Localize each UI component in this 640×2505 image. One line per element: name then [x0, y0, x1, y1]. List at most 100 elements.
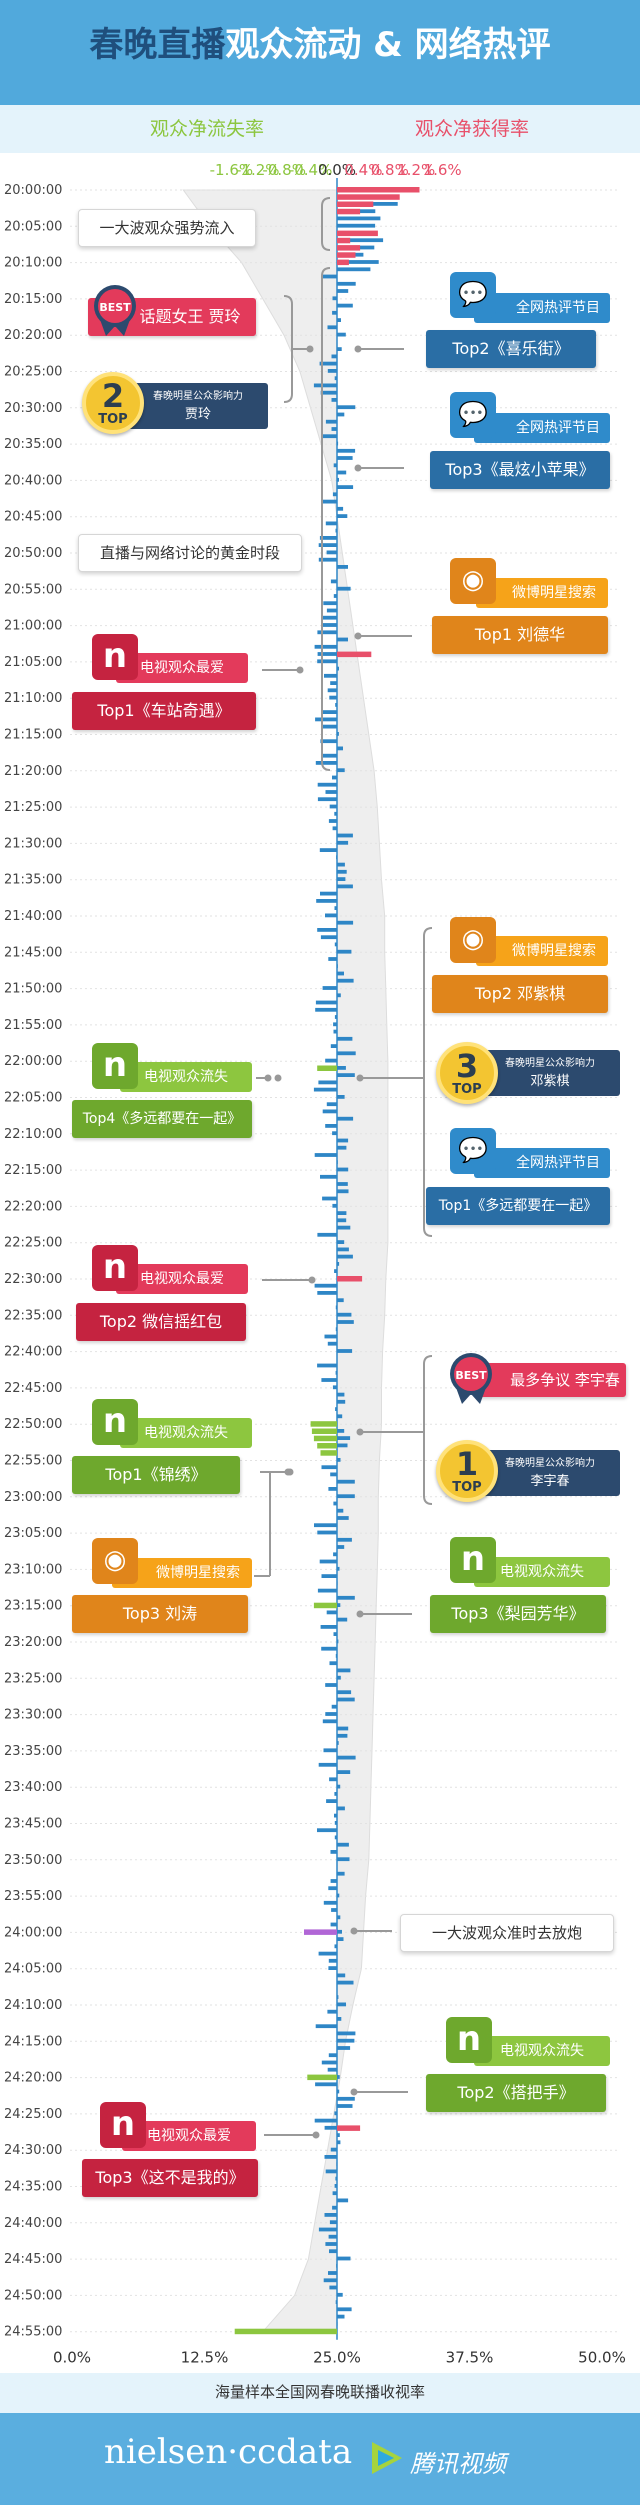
rating-change-bar	[329, 1661, 337, 1666]
flow-tick-label: -1.2%	[236, 161, 280, 179]
flow-tick-label: 0.0%	[318, 161, 356, 179]
rating-change-bar	[314, 644, 337, 649]
rating-change-bar	[337, 2198, 349, 2203]
rating-change-bar	[332, 826, 337, 831]
rating-change-bar	[315, 717, 337, 722]
rating-change-bar	[316, 899, 337, 903]
time-label: 20:25:00	[4, 365, 62, 380]
rating-change-bar	[334, 1792, 337, 1796]
rating-change-bar	[325, 1124, 337, 1128]
rating-change-bar	[337, 1458, 341, 1462]
flow-axis-group: -1.6%-1.2%-0.8%-0.4%0.0%0.4%0.8%1.2%1.6%	[210, 161, 462, 179]
bracket-liyuchun	[423, 1355, 433, 1505]
rating-change-bar	[337, 2031, 356, 2036]
rating-change-bar	[337, 1726, 349, 1731]
gain-bar	[337, 1276, 363, 1282]
time-label: 20:55:00	[4, 582, 62, 597]
rating-change-bar	[323, 1748, 337, 1753]
bracket-golden	[321, 267, 331, 771]
rating-change-bar	[337, 2292, 343, 2297]
rating-change-bar	[337, 637, 348, 642]
rating-change-bar	[337, 1516, 349, 1520]
top2-star-name: 贾玲	[184, 407, 211, 422]
rating-change-bar	[334, 2111, 337, 2116]
tv-n-icon: n	[92, 1043, 138, 1089]
rating-change-bar	[337, 412, 345, 417]
time-label: 22:15:00	[4, 1163, 62, 1178]
time-label: 23:50:00	[4, 1853, 62, 1868]
rating-change-bar	[337, 238, 384, 243]
rating-change-bar	[318, 1762, 337, 1767]
rating-change-bar	[337, 1436, 351, 1440]
rating-change-bar	[331, 354, 337, 359]
rating-change-bar	[337, 1494, 355, 1499]
rating-change-bar	[337, 2140, 341, 2145]
tv-n-icon: n	[446, 2017, 492, 2063]
rating-change-bar	[330, 579, 337, 584]
rating-area-group	[182, 189, 389, 2333]
rating-tick-label: 37.5%	[446, 2349, 494, 2367]
header: 春晚直播观众流动 & 网络热评	[0, 0, 640, 105]
rating-change-bar	[337, 1929, 342, 1934]
chat-icon: 💬	[450, 272, 496, 318]
rating-change-bar	[332, 1131, 337, 1136]
tv-loss-header-4: 电视观众流失	[474, 2036, 610, 2066]
top1-medal-icon: 1 TOP	[436, 1440, 498, 1502]
time-label: 23:20:00	[4, 1635, 62, 1650]
time-label: 20:35:00	[4, 437, 62, 452]
rating-change-bar	[337, 1160, 338, 1165]
rating-change-bar	[326, 1610, 337, 1615]
title-part1: 春晚直播	[89, 25, 226, 65]
rating-change-bar	[333, 463, 337, 468]
gain-bar	[337, 237, 351, 244]
rating-change-bar	[337, 732, 339, 736]
time-label: 22:00:00	[4, 1054, 62, 1069]
bracket-dengziqi	[423, 927, 433, 1237]
rating-change-bar	[337, 1225, 351, 1230]
chat-icon: 💬	[450, 1128, 496, 1174]
rating-change-bar	[330, 1879, 337, 1883]
rating-change-bar	[325, 913, 337, 918]
rating-change-bar	[337, 281, 356, 286]
rating-change-bar	[333, 1552, 337, 1557]
gain-bar	[337, 201, 374, 207]
rating-change-bar	[337, 1603, 341, 1607]
rating-change-bar	[334, 906, 337, 910]
time-axis-group: 20:00:00 20:05:00 20:10:00 20:15:00 20:20:00…	[4, 183, 62, 2340]
rating-change-bar	[328, 1886, 337, 1891]
rating-change-bar	[337, 840, 349, 845]
rating-change-bar	[334, 1821, 337, 1825]
rating-change-bar	[320, 891, 337, 896]
top2-medal-icon: 2 TOP	[82, 372, 144, 434]
time-label: 22:40:00	[4, 1345, 62, 1360]
rating-change-bar	[337, 884, 353, 889]
rating-change-bar	[337, 1320, 354, 1324]
tv-n-icon: n	[100, 2102, 146, 2148]
tv-loss-header-2: 电视观众流失	[120, 1418, 252, 1448]
tv-fav-top2: Top2 微信摇红包	[76, 1303, 246, 1341]
rating-change-bar	[337, 1595, 355, 1600]
rating-change-bar	[330, 1472, 337, 1477]
rating-change-bar	[337, 746, 343, 751]
rating-change-bar	[334, 376, 337, 381]
rating-change-bar	[325, 1683, 337, 1687]
rating-change-bar	[337, 1349, 353, 1353]
tv-n-icon: n	[92, 1245, 138, 1291]
time-label: 21:45:00	[4, 945, 62, 960]
rating-change-bar	[321, 1574, 337, 1578]
rating-change-bar	[337, 1443, 348, 1448]
top3-medal-num: 3	[455, 1047, 479, 1085]
rating-change-bar	[330, 681, 337, 685]
rating-axis-title: 海量样本全国网春晚联播收视率	[214, 2383, 425, 2401]
rating-change-bar	[337, 1182, 348, 1186]
rating-change-bar	[337, 1399, 346, 1404]
rating-change-bar	[321, 623, 337, 627]
footer-band	[0, 2373, 640, 2413]
time-label: 24:50:00	[4, 2288, 62, 2303]
tv-loss-header-1: 电视观众流失	[120, 1062, 252, 1092]
rating-change-bar	[331, 1704, 337, 1709]
best-topic-ribbon: 话题女王 贾玲	[88, 298, 256, 336]
rating-change-bar	[329, 2285, 337, 2290]
top3-star-name: 邓紫棋	[530, 1074, 570, 1089]
rating-change-bar	[337, 1566, 340, 1571]
